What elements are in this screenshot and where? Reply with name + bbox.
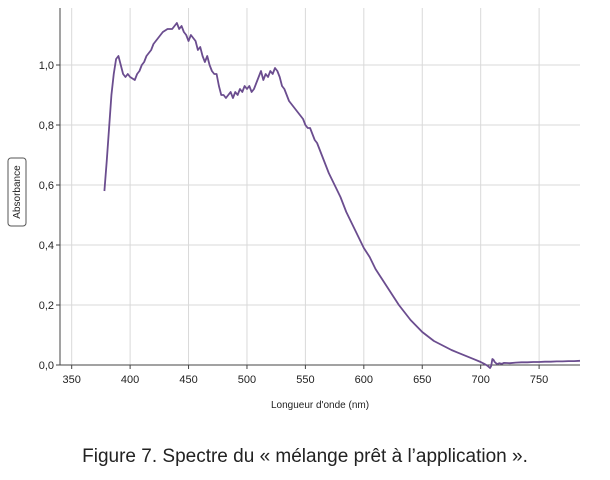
y-tick-label: 0,4 (39, 240, 54, 252)
grid (60, 8, 580, 366)
x-ticks: 350 400 450 500 550 600 650 700 750 (63, 365, 548, 386)
x-tick-label: 550 (296, 374, 314, 386)
x-tick-label: 600 (355, 374, 373, 386)
absorbance-line (103, 22, 581, 369)
x-tick-label: 500 (238, 374, 256, 386)
y-tick-label: 0,0 (39, 360, 54, 372)
y-tick-label: 0,2 (39, 300, 54, 312)
y-axis-label: Absorbance (12, 165, 23, 219)
y-tick-label: 0,8 (39, 120, 54, 132)
x-axis-label: Longueur d'onde (nm) (271, 400, 369, 411)
spectrum-chart: 350 400 450 500 550 600 650 700 750 0,0 0,2 0,4 0,6… (7, 8, 581, 411)
y-tick-label: 1,0 (39, 60, 54, 72)
y-tick-label: 0,6 (39, 180, 54, 192)
x-tick-label: 650 (413, 374, 431, 386)
plot-area (60, 8, 580, 365)
figure-caption: Figure 7. Spectre du « mélange prêt à l’… (82, 446, 528, 467)
y-axis-label-box: Absorbance (7, 157, 27, 227)
x-tick-label: 400 (121, 374, 139, 386)
x-tick-label: 350 (63, 374, 81, 386)
x-tick-label: 700 (471, 374, 489, 386)
y-ticks: 0,0 0,2 0,4 0,6 0,8 1,0 (39, 60, 60, 372)
x-tick-label: 750 (530, 374, 548, 386)
x-tick-label: 450 (179, 374, 197, 386)
